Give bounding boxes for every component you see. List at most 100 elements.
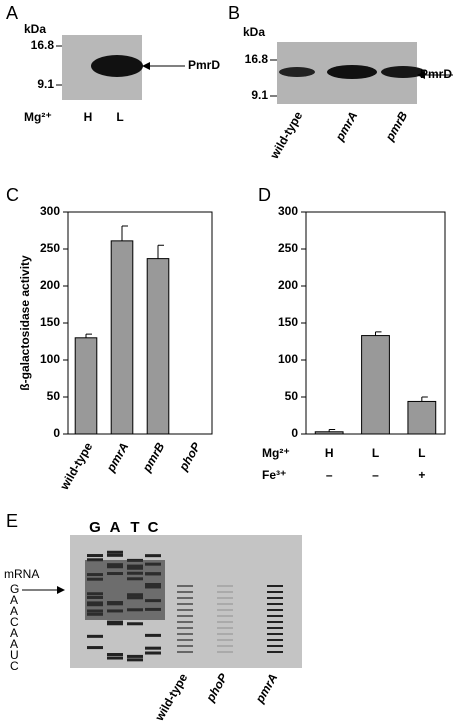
gel-band [267, 597, 283, 599]
gel-band [85, 560, 165, 620]
panel-label: A [6, 3, 18, 23]
y-tick-label: 150 [40, 315, 60, 329]
gel-band [177, 639, 193, 641]
gel-band [217, 645, 233, 647]
gel-band [145, 633, 161, 637]
error-bar [85, 333, 92, 338]
gel-band [145, 554, 161, 558]
unit: kDa [24, 22, 46, 36]
y-tick-label: 100 [40, 352, 60, 366]
gel-band [267, 609, 283, 611]
condition: Mg²⁺ [24, 110, 52, 124]
gel-band [107, 550, 123, 554]
band [327, 65, 377, 79]
gel-band [107, 622, 123, 626]
lane-label: L [116, 110, 123, 124]
gel-band [107, 553, 123, 557]
gel-band [127, 622, 143, 626]
sequence-letter: C [10, 615, 19, 629]
lane-label: pmrA [252, 671, 280, 706]
gel-band [87, 646, 103, 650]
x-tick-label: wild-type [57, 440, 96, 493]
gel-band [217, 621, 233, 623]
x-tick-label: phoP [176, 439, 204, 474]
lane-label: H [84, 110, 93, 124]
gel-band [177, 645, 193, 647]
row-label: Fe³⁺ [262, 468, 286, 482]
gel-band [107, 656, 123, 660]
gel-band [217, 627, 233, 629]
gel-band [87, 554, 103, 558]
panel-label: E [6, 511, 18, 531]
bar [146, 258, 170, 435]
y-tick-label: 250 [278, 241, 298, 255]
gel-band [217, 639, 233, 641]
y-tick-label: 100 [278, 352, 298, 366]
y-axis-label: ß-galactosidase activity [18, 255, 32, 391]
gel-bands [85, 550, 283, 662]
band [91, 55, 143, 77]
band-label: PmrD [420, 67, 452, 81]
sequence-label: mRNA [4, 567, 39, 581]
error-bar [157, 244, 164, 259]
lane-label: wild-type [267, 109, 306, 162]
band-label: PmrD [188, 58, 220, 72]
error-bar [421, 396, 428, 402]
x-tick-label: L [372, 446, 379, 460]
lane-label: A [110, 519, 121, 536]
gel-band [177, 651, 193, 653]
gel-band [177, 585, 193, 587]
y-tick-label: 200 [40, 278, 60, 292]
marker: 16.8 [31, 38, 55, 52]
gel-band [217, 603, 233, 605]
gel-band [107, 620, 123, 624]
lane-label: C [148, 519, 159, 536]
x-tick-label: L [418, 446, 425, 460]
gel-band [217, 597, 233, 599]
lane-label: pmrB [382, 109, 410, 144]
error-bar [121, 225, 128, 241]
y-tick-label: 0 [291, 426, 298, 440]
bar [74, 337, 98, 435]
gel-band [217, 615, 233, 617]
gel-band [127, 654, 143, 658]
lane-label: pmrA [332, 109, 360, 144]
y-tick-label: 250 [40, 241, 60, 255]
gel-band [267, 633, 283, 635]
y-tick-label: 150 [278, 315, 298, 329]
gel-band [177, 615, 193, 617]
unit: kDa [243, 25, 265, 39]
sequence-letter: C [10, 659, 19, 673]
error-bar [328, 429, 336, 432]
gel-band [217, 585, 233, 587]
sequence-letter: U [10, 648, 19, 662]
lane-label: phoP [203, 670, 231, 705]
marker: 9.1 [251, 88, 268, 102]
gel-band [177, 627, 193, 629]
bar [407, 400, 437, 435]
lane-label: G [89, 519, 101, 536]
fe-level: – [372, 468, 379, 482]
row-label: Mg²⁺ [262, 446, 290, 460]
gel-band [87, 558, 103, 562]
y-tick-label: 0 [53, 426, 60, 440]
gel-band [127, 658, 143, 662]
gel-band [267, 639, 283, 641]
gel-band [217, 609, 233, 611]
gel-band [145, 646, 161, 650]
gel-band [145, 651, 161, 655]
fe-level: – [326, 468, 333, 482]
band [279, 67, 315, 77]
lane-label: wild-type [152, 671, 191, 721]
bar [110, 240, 134, 435]
gel-band [217, 591, 233, 593]
gel-band [267, 615, 283, 617]
x-tick-label: H [325, 446, 334, 460]
y-tick-label: 300 [40, 204, 60, 218]
fe-level: + [418, 468, 425, 482]
bar [361, 335, 390, 435]
gel-band [267, 651, 283, 653]
gel-band [177, 603, 193, 605]
gel-band [267, 585, 283, 587]
